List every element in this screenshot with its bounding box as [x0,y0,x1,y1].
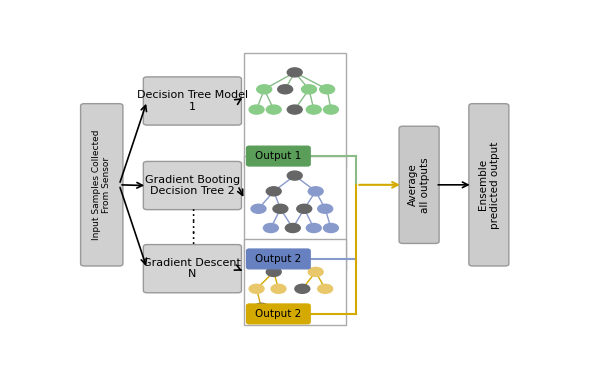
Circle shape [266,105,281,114]
FancyBboxPatch shape [143,244,241,293]
Circle shape [323,105,338,114]
FancyBboxPatch shape [247,146,310,166]
Circle shape [257,85,272,94]
Circle shape [297,204,311,213]
Circle shape [263,224,278,232]
Circle shape [249,105,264,114]
Circle shape [308,187,323,196]
Circle shape [302,85,316,94]
FancyBboxPatch shape [244,156,346,270]
Text: ⋮: ⋮ [185,208,200,223]
Circle shape [318,284,332,293]
Circle shape [251,204,266,213]
Circle shape [287,68,302,77]
FancyBboxPatch shape [247,304,310,324]
Text: ⋮: ⋮ [185,231,200,246]
Circle shape [286,224,300,232]
Circle shape [266,187,281,196]
Text: Input Samples Collected
From Sensor: Input Samples Collected From Sensor [92,130,112,240]
Circle shape [307,224,321,232]
Text: Average
all outputs: Average all outputs [409,157,430,213]
Circle shape [307,105,321,114]
FancyBboxPatch shape [247,249,310,269]
Circle shape [320,85,335,94]
Circle shape [254,303,269,312]
FancyBboxPatch shape [143,77,241,125]
Circle shape [266,268,281,276]
Text: Output 2: Output 2 [255,309,301,319]
Text: Output 2: Output 2 [255,254,301,264]
Circle shape [273,204,288,213]
Text: Output 1: Output 1 [255,151,301,161]
Text: Gradient Booting
Decision Tree 2: Gradient Booting Decision Tree 2 [145,175,240,196]
FancyBboxPatch shape [469,104,509,266]
Circle shape [287,253,302,262]
Text: ⋮: ⋮ [185,220,200,235]
Circle shape [249,284,264,293]
Text: Ensemble
predicted output: Ensemble predicted output [478,141,500,228]
Circle shape [308,268,323,276]
Circle shape [278,85,293,94]
FancyBboxPatch shape [80,104,123,266]
Circle shape [323,224,338,232]
Circle shape [287,105,302,114]
FancyBboxPatch shape [143,161,241,210]
FancyBboxPatch shape [244,239,346,325]
Circle shape [287,171,302,180]
Circle shape [271,284,286,293]
FancyBboxPatch shape [244,53,346,167]
Circle shape [295,284,310,293]
Text: Decision Tree Model
1: Decision Tree Model 1 [137,90,248,112]
Circle shape [318,204,332,213]
FancyBboxPatch shape [399,126,439,243]
Text: Gradient Descent
N: Gradient Descent N [143,258,241,280]
